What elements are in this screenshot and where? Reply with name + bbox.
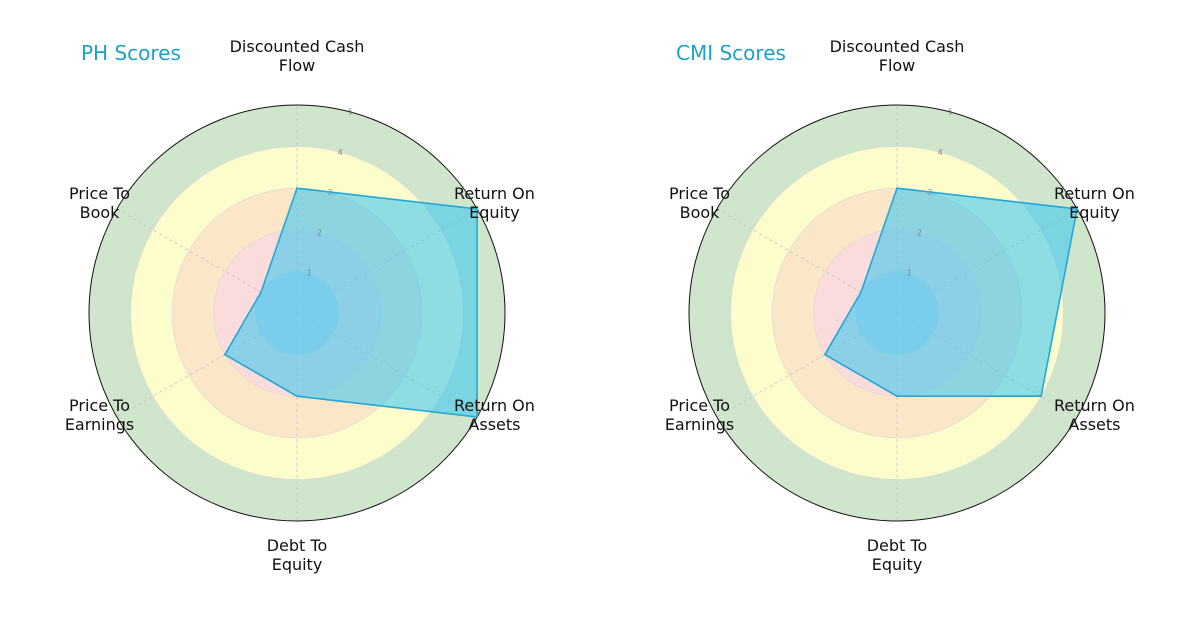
- chart-title: CMI Scores: [676, 41, 786, 65]
- axis-label: Price To: [669, 396, 730, 415]
- r-tick-label: 2: [317, 228, 322, 237]
- spoke-5: [716, 312, 898, 418]
- axis-label: Discounted Cash: [830, 37, 965, 56]
- axis-label: Equity: [272, 555, 323, 574]
- axis-label: Debt To: [267, 536, 328, 555]
- axis-label: Book: [80, 203, 121, 222]
- spoke-6: [116, 208, 298, 314]
- r-tick-label: 1: [307, 269, 312, 278]
- axis-label: Return On: [1054, 184, 1135, 203]
- r-tick-label: 1: [907, 269, 912, 278]
- axis-label: Equity: [872, 555, 923, 574]
- r-tick-label: 4: [338, 148, 343, 157]
- axis-label: Price To: [669, 184, 730, 203]
- axis-label: Discounted Cash: [230, 37, 365, 56]
- outer-ring: [688, 104, 1106, 522]
- axis-label: Assets: [468, 415, 520, 434]
- axis-label: Flow: [879, 56, 916, 75]
- axis-label: Debt To: [867, 536, 928, 555]
- axis-label: Return On: [1054, 396, 1135, 415]
- axis-label: Flow: [279, 56, 316, 75]
- r-tick-label: 2: [917, 228, 922, 237]
- r-tick-label: 5: [348, 107, 353, 116]
- chart-title: PH Scores: [81, 41, 181, 65]
- axis-label: Price To: [69, 396, 130, 415]
- r-tick-label: 3: [327, 188, 332, 197]
- grid-ring-4: [730, 146, 1064, 480]
- axis-label: Book: [680, 203, 721, 222]
- r-tick-label: 4: [938, 148, 943, 157]
- series-polygon: [823, 187, 1079, 398]
- r-tick-label: 5: [948, 107, 953, 116]
- axis-label: Price To: [69, 184, 130, 203]
- spoke-5: [116, 312, 298, 418]
- axis-label: Return On: [454, 184, 535, 203]
- axis-label: Earnings: [665, 415, 734, 434]
- r-tick-label: 3: [927, 188, 932, 197]
- axis-label: Assets: [1068, 415, 1120, 434]
- spoke-6: [716, 208, 898, 314]
- axis-label: Return On: [454, 396, 535, 415]
- axis-label: Equity: [469, 203, 520, 222]
- axis-label: Equity: [1069, 203, 1120, 222]
- series-polygon: [223, 187, 478, 418]
- axis-label: Earnings: [65, 415, 134, 434]
- outer-ring: [88, 104, 506, 522]
